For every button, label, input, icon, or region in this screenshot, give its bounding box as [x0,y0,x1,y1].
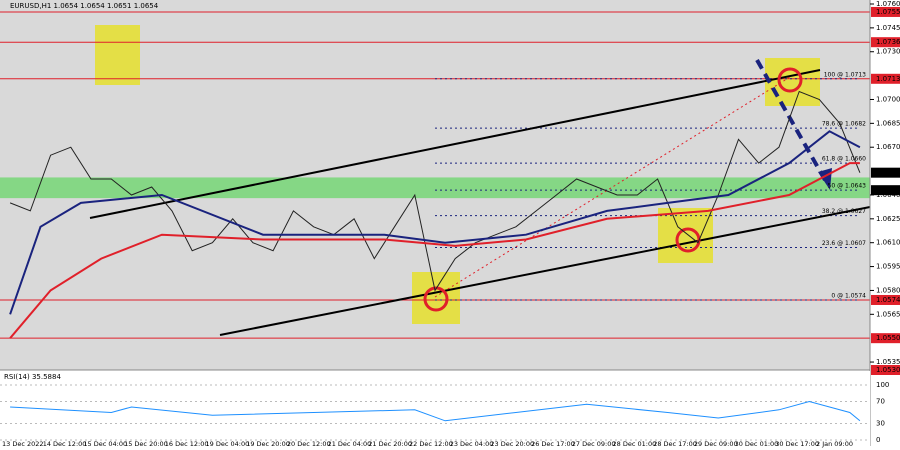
price-level-label: 1.0530 [876,366,900,374]
fib-label: 0 @ 1.0574 [831,292,866,299]
price-level-label: 1.0550 [876,334,900,342]
rsi-tick-label: 70 [876,398,885,406]
x-tick-label: 27 Dec 09:00 [572,440,616,448]
y-tick-label: 1.0700 [876,95,900,103]
y-tick-label: 1.0565 [876,310,900,318]
y-tick-label: 1.0595 [876,263,900,271]
x-tick-label: 19 Dec 20:00 [246,440,290,448]
x-tick-label: 23 Dec 04:00 [450,440,494,448]
highlight-box [658,208,713,263]
price-label-box [871,294,900,305]
price-level-label: 1.0736 [876,38,900,46]
x-tick-label: 2 Jan 09:00 [816,440,853,448]
rsi-tick-label: 100 [876,381,889,389]
x-tick-label: 29 Dec 09:00 [694,440,738,448]
price-label-box [871,73,900,84]
x-tick-label: 15 Dec 04:00 [83,440,127,448]
y-tick-label: 1.0670 [876,143,900,151]
price-level-label: 1.0574 [876,296,900,304]
rsi-line [10,400,861,422]
x-tick-label: 20 Dec 12:00 [287,440,331,448]
x-tick-label: 21 Dec 04:00 [328,440,372,448]
chart-title: EURUSD,H1 1.0654 1.0654 1.0651 1.0654 [10,2,159,10]
x-tick-label: 19 Dec 04:00 [206,440,250,448]
price-panel [0,0,871,371]
x-tick-label: 14 Dec 12:00 [43,440,87,448]
price-level-label: 1.0643 [876,186,900,194]
x-tick-label: 16 Dec 12:00 [165,440,209,448]
x-tick-label: 30 Dec 17:00 [775,440,819,448]
fib-label: 100 @ 1.0713 [824,71,866,78]
price-label-box [871,333,900,344]
y-tick-label: 1.0745 [876,24,900,32]
y-tick-label: 1.0580 [876,286,900,294]
y-tick-label: 1.0760 [876,0,900,8]
fib-label: 23.6 @ 1.0607 [822,240,866,247]
x-tick-label: 23 Dec 20:00 [490,440,534,448]
x-tick-label: 28 Dec 17:00 [653,440,697,448]
price-label-box [871,37,900,48]
trendline [89,69,821,219]
price-level-label: 1.0755 [876,8,900,16]
support-zone [0,177,870,199]
x-tick-label: 13 Dec 2022 [2,440,44,448]
highlight-box [765,58,820,106]
rsi-tick-label: 0 [876,436,880,444]
x-tick-label: 30 Dec 01:00 [735,440,779,448]
y-tick-label: 1.0730 [876,48,900,56]
rsi-title: RSI(14) 35.5884 [4,373,61,381]
trend-arrow [755,59,827,181]
circle-mark [777,67,803,93]
rsi-tick-label: 30 [876,420,885,428]
price-level-label: 1.0713 [876,75,900,83]
fib-label: 38.2 @ 1.0627 [822,208,866,215]
price-series [9,90,861,292]
x-tick-label: 28 Dec 01:00 [613,440,657,448]
price-label-box [871,6,900,17]
price-label-box [871,167,900,178]
y-tick-label: 1.0625 [876,215,900,223]
price-label-box [871,185,900,196]
fib-label: 61.8 @ 1.0660 [822,156,866,163]
trendline [219,206,871,336]
price-level-label: 1.0654 [876,169,900,177]
y-tick-label: 1.0535 [876,358,900,366]
price-series [9,130,861,315]
x-tick-label: 21 Dec 20:00 [368,440,412,448]
y-tick-label: 1.0685 [876,119,900,127]
price-label-box [871,365,900,375]
x-tick-label: 26 Dec 17:00 [531,440,575,448]
rsi-bg [0,371,870,446]
x-tick-label: 22 Dec 12:00 [409,440,453,448]
y-tick-label: 1.0610 [876,239,900,247]
x-tick-label: 15 Dec 20:00 [124,440,168,448]
fib-label: 78.6 @ 1.0682 [822,121,866,128]
highlight-box [412,272,460,324]
fib-label: 50 @ 1.0643 [828,183,867,190]
price-series [9,162,860,339]
highlight-box [95,25,140,85]
